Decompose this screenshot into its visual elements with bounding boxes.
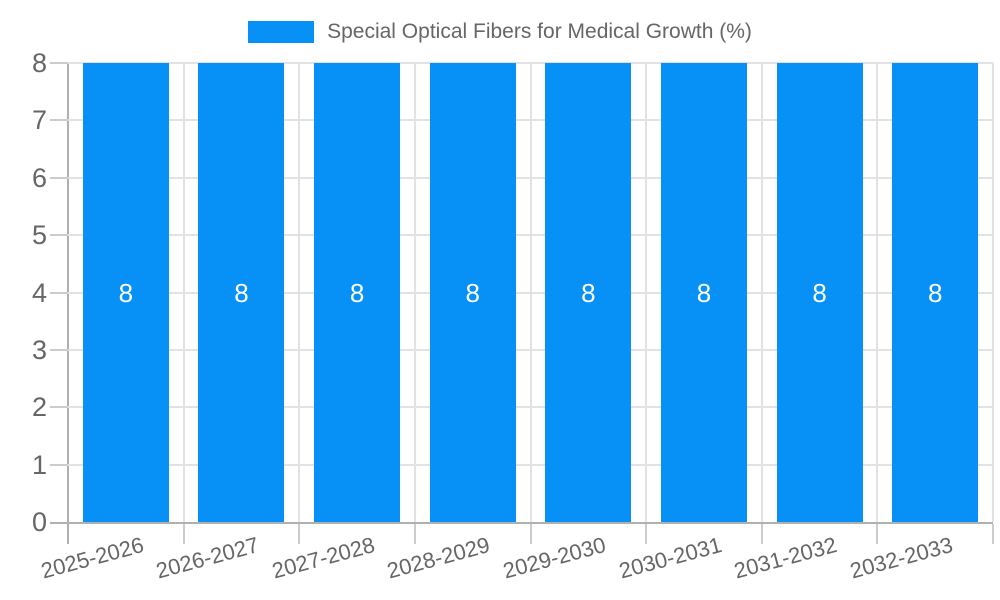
gridline-x-1 [182,63,185,522]
gridline-x-8 [992,63,994,522]
y-tick-mark-5 [50,234,68,237]
y-axis-tick-label-2: 2 [31,392,47,423]
y-axis-tick-label-4: 4 [31,277,47,308]
gridline-x-5 [645,63,648,522]
x-axis-tick-label-2032-2033: 2032-2033 [847,532,956,584]
y-axis-tick-label-8: 8 [31,48,47,78]
gridline-x-2 [298,63,301,522]
bar-2031-2032 [776,63,863,522]
y-axis-tick-label-7: 7 [31,105,47,136]
chart-legend: Special Optical Fibers for Medical Growt… [0,15,1000,49]
x-tick-mark-5 [645,524,648,544]
bar-2026-2027 [198,63,285,522]
y-tick-mark-6 [50,176,68,179]
bar-2032-2033 [892,63,979,522]
x-axis-tick-label-2025-2026: 2025-2026 [37,532,147,584]
y-axis-tick-label-1: 1 [31,449,47,480]
x-tick-mark-7 [876,524,879,544]
x-tick-mark-2 [298,524,301,544]
y-axis-line [67,63,69,544]
bar-2030-2031 [660,63,747,522]
x-tick-mark-4 [529,524,532,544]
legend-label: Special Optical Fibers for Medical Growt… [327,20,752,43]
bar-value-label-2032-2033: 8 [927,277,943,308]
bar-2025-2026 [82,63,169,522]
bar-value-label-2029-2030: 8 [581,277,596,308]
y-tick-mark-2 [50,406,68,409]
x-tick-mark-6 [760,524,763,544]
y-tick-mark-8 [50,62,68,64]
x-tick-mark-3 [413,524,416,544]
bar-value-label-2025-2026: 8 [118,277,134,308]
bar-value-label-2031-2032: 8 [812,277,827,308]
y-tick-mark-3 [50,348,68,351]
x-axis-tick-label-2028-2029: 2028-2029 [384,532,493,584]
bar-2028-2029 [429,63,516,522]
x-axis-line [50,522,993,524]
bar-2029-2030 [545,63,632,522]
y-tick-mark-1 [50,463,68,466]
x-tick-mark-1 [182,524,185,544]
x-axis-tick-label-2030-2031: 2030-2031 [616,532,725,584]
x-tick-mark-8 [992,524,994,544]
bar-value-label-2028-2029: 8 [465,277,480,308]
y-tick-mark-7 [50,119,68,122]
x-axis-tick-label-2031-2032: 2031-2032 [731,532,840,584]
x-axis-tick-label-2026-2027: 2026-2027 [153,532,262,584]
y-tick-mark-4 [50,291,68,294]
y-axis-tick-label-5: 5 [31,220,47,251]
gridline-x-3 [413,63,416,522]
bar-value-label-2030-2031: 8 [696,277,712,308]
y-axis-tick-label-3: 3 [31,334,47,365]
y-axis-tick-label-6: 6 [31,162,47,193]
x-axis-tick-label-2029-2030: 2029-2030 [500,532,609,584]
bar-2027-2028 [314,63,401,522]
gridline-x-7 [876,63,879,522]
y-axis-tick-label-0: 0 [31,507,47,537]
gridline-x-4 [529,63,532,522]
legend-swatch [248,21,315,43]
x-axis-tick-label-2027-2028: 2027-2028 [269,532,378,584]
gridline-x-6 [760,63,763,522]
bar-value-label-2027-2028: 8 [349,277,365,308]
bar-value-label-2026-2027: 8 [234,277,249,308]
plot-area: 8 8 8 8 8 8 8 8 [68,62,994,522]
